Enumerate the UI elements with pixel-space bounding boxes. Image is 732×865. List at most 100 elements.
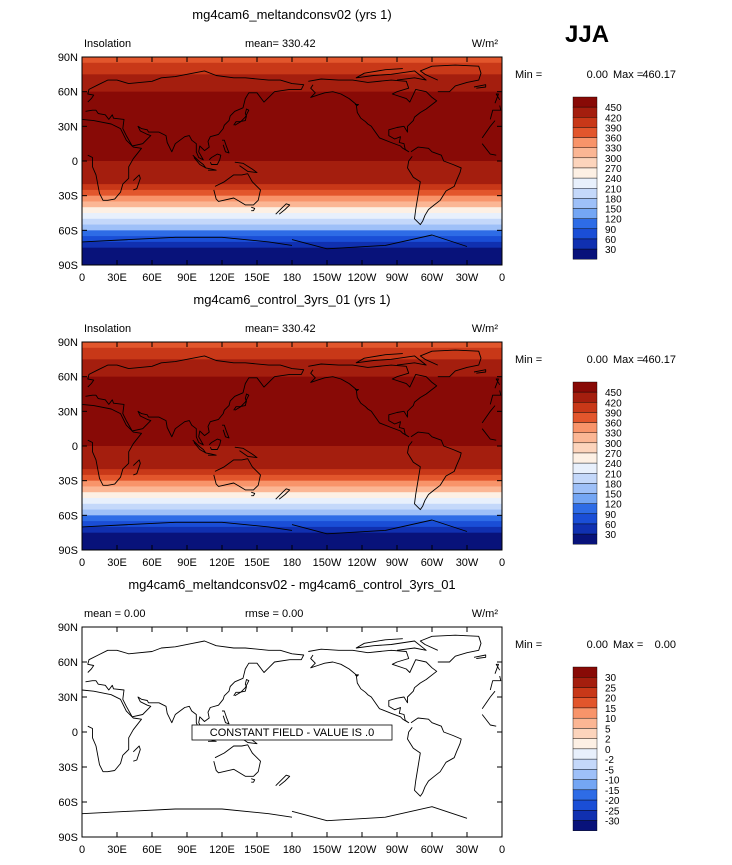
colorbar-level: 270 [605, 449, 622, 460]
colorbar-level: 5 [605, 724, 611, 735]
field-band [82, 230, 502, 237]
coastline [222, 424, 230, 439]
colorbar-level: 420 [605, 398, 622, 409]
field-band [82, 486, 502, 493]
lon-tick-label: 0 [499, 844, 505, 856]
lon-tick-label: 120E [209, 272, 235, 284]
coastlines [81, 64, 502, 250]
field-band [82, 515, 502, 522]
colorbar-level: 10 [605, 714, 617, 725]
panel-title: mg4cam6_meltandconsv02 - mg4cam6_control… [128, 577, 455, 592]
colorbar-box [572, 422, 598, 433]
colorbar-level: 240 [605, 174, 622, 185]
lon-tick-label: 90W [386, 272, 409, 284]
field-band [82, 62, 502, 70]
field-band [82, 411, 502, 418]
colorbar-box [572, 717, 598, 729]
colorbar-level: 20 [605, 694, 617, 705]
coastline [208, 438, 222, 450]
colorbar-box [572, 208, 598, 219]
coastline [81, 806, 468, 822]
coastline [81, 118, 497, 201]
lon-tick-label: 120W [348, 844, 377, 856]
field-band [82, 155, 502, 162]
colorbar-box [572, 462, 598, 474]
field-band [82, 457, 502, 464]
lat-tick-label: 90N [58, 622, 78, 634]
lat-tick-label: 90N [58, 337, 78, 349]
colorbar-box [572, 769, 598, 780]
colorbar-box [572, 810, 598, 821]
colorbar-box [572, 391, 598, 403]
colorbar-level: 0 [605, 745, 611, 756]
field-band [82, 114, 502, 122]
lat-tick-label: 90S [58, 832, 78, 844]
lon-tick-label: 60W [421, 272, 444, 284]
field-band [82, 207, 502, 214]
colorbar-level: 330 [605, 144, 622, 155]
colorbar-box [572, 473, 598, 484]
field-band [82, 68, 502, 75]
panel-left-label: mean = 0.00 [84, 608, 145, 620]
colorbar-level: 300 [605, 439, 622, 450]
lat-tick-label: 0 [72, 441, 78, 453]
field-band [82, 434, 502, 441]
max-label: Max = [613, 354, 643, 366]
field-band [82, 417, 502, 424]
colorbar-box [572, 728, 598, 739]
colorbar-box [572, 758, 598, 770]
field-shading [82, 57, 502, 266]
min-label: Min = [515, 354, 542, 366]
map-panel-2: mg4cam6_control_3yrs_01 (yrs 1) Insolatio… [58, 292, 676, 569]
coastline [81, 403, 497, 486]
colorbar-box [572, 432, 598, 444]
field-band [82, 399, 502, 407]
colorbar-level: -5 [605, 765, 614, 776]
colorbar-box [572, 666, 598, 678]
field-band [82, 178, 502, 185]
coastline [213, 744, 261, 777]
colorbar-box [572, 96, 598, 108]
colorbar-level: 30 [605, 530, 617, 541]
field-band [82, 247, 502, 254]
colorbar-level: 390 [605, 123, 622, 134]
colorbar-box [572, 402, 598, 413]
coastline [132, 459, 141, 476]
field-band [82, 422, 502, 430]
coastline [473, 369, 487, 374]
coastline [354, 388, 359, 391]
colorbar-level: 60 [605, 520, 617, 531]
lat-tick-label: 60S [58, 510, 78, 522]
field-band [82, 353, 502, 360]
field-band [82, 224, 502, 231]
coastline [81, 234, 468, 250]
field-band [82, 166, 502, 174]
lon-tick-label: 120E [209, 557, 235, 569]
field-band [82, 498, 502, 505]
field-band [82, 137, 502, 145]
field-band [82, 521, 502, 528]
lat-tick-label: 60S [58, 797, 78, 809]
panels-container: mg4cam6_meltandconsv02 (yrs 1) Insolation… [58, 7, 676, 856]
colorbar-level: 120 [605, 215, 622, 226]
lat-tick-label: 0 [72, 156, 78, 168]
field-band [82, 446, 502, 453]
lon-tick-label: 60E [142, 557, 162, 569]
colorbar-level: 30 [605, 673, 617, 684]
field-shading [82, 342, 502, 551]
colorbar-level: 210 [605, 184, 622, 195]
panel-title: mg4cam6_meltandconsv02 (yrs 1) [192, 7, 391, 22]
lon-tick-label: 30E [107, 844, 127, 856]
coastline [85, 355, 502, 446]
field-band [82, 172, 502, 179]
coastline [251, 491, 256, 497]
coastline [213, 458, 261, 491]
lon-tick-label: 120W [348, 557, 377, 569]
lon-tick-label: 60E [142, 844, 162, 856]
coastline [222, 139, 230, 154]
field-band [82, 440, 502, 447]
colorbar-box [572, 789, 598, 801]
min-label: Min = [515, 639, 542, 651]
lon-tick-label: 90E [177, 557, 197, 569]
field-band [82, 492, 502, 499]
